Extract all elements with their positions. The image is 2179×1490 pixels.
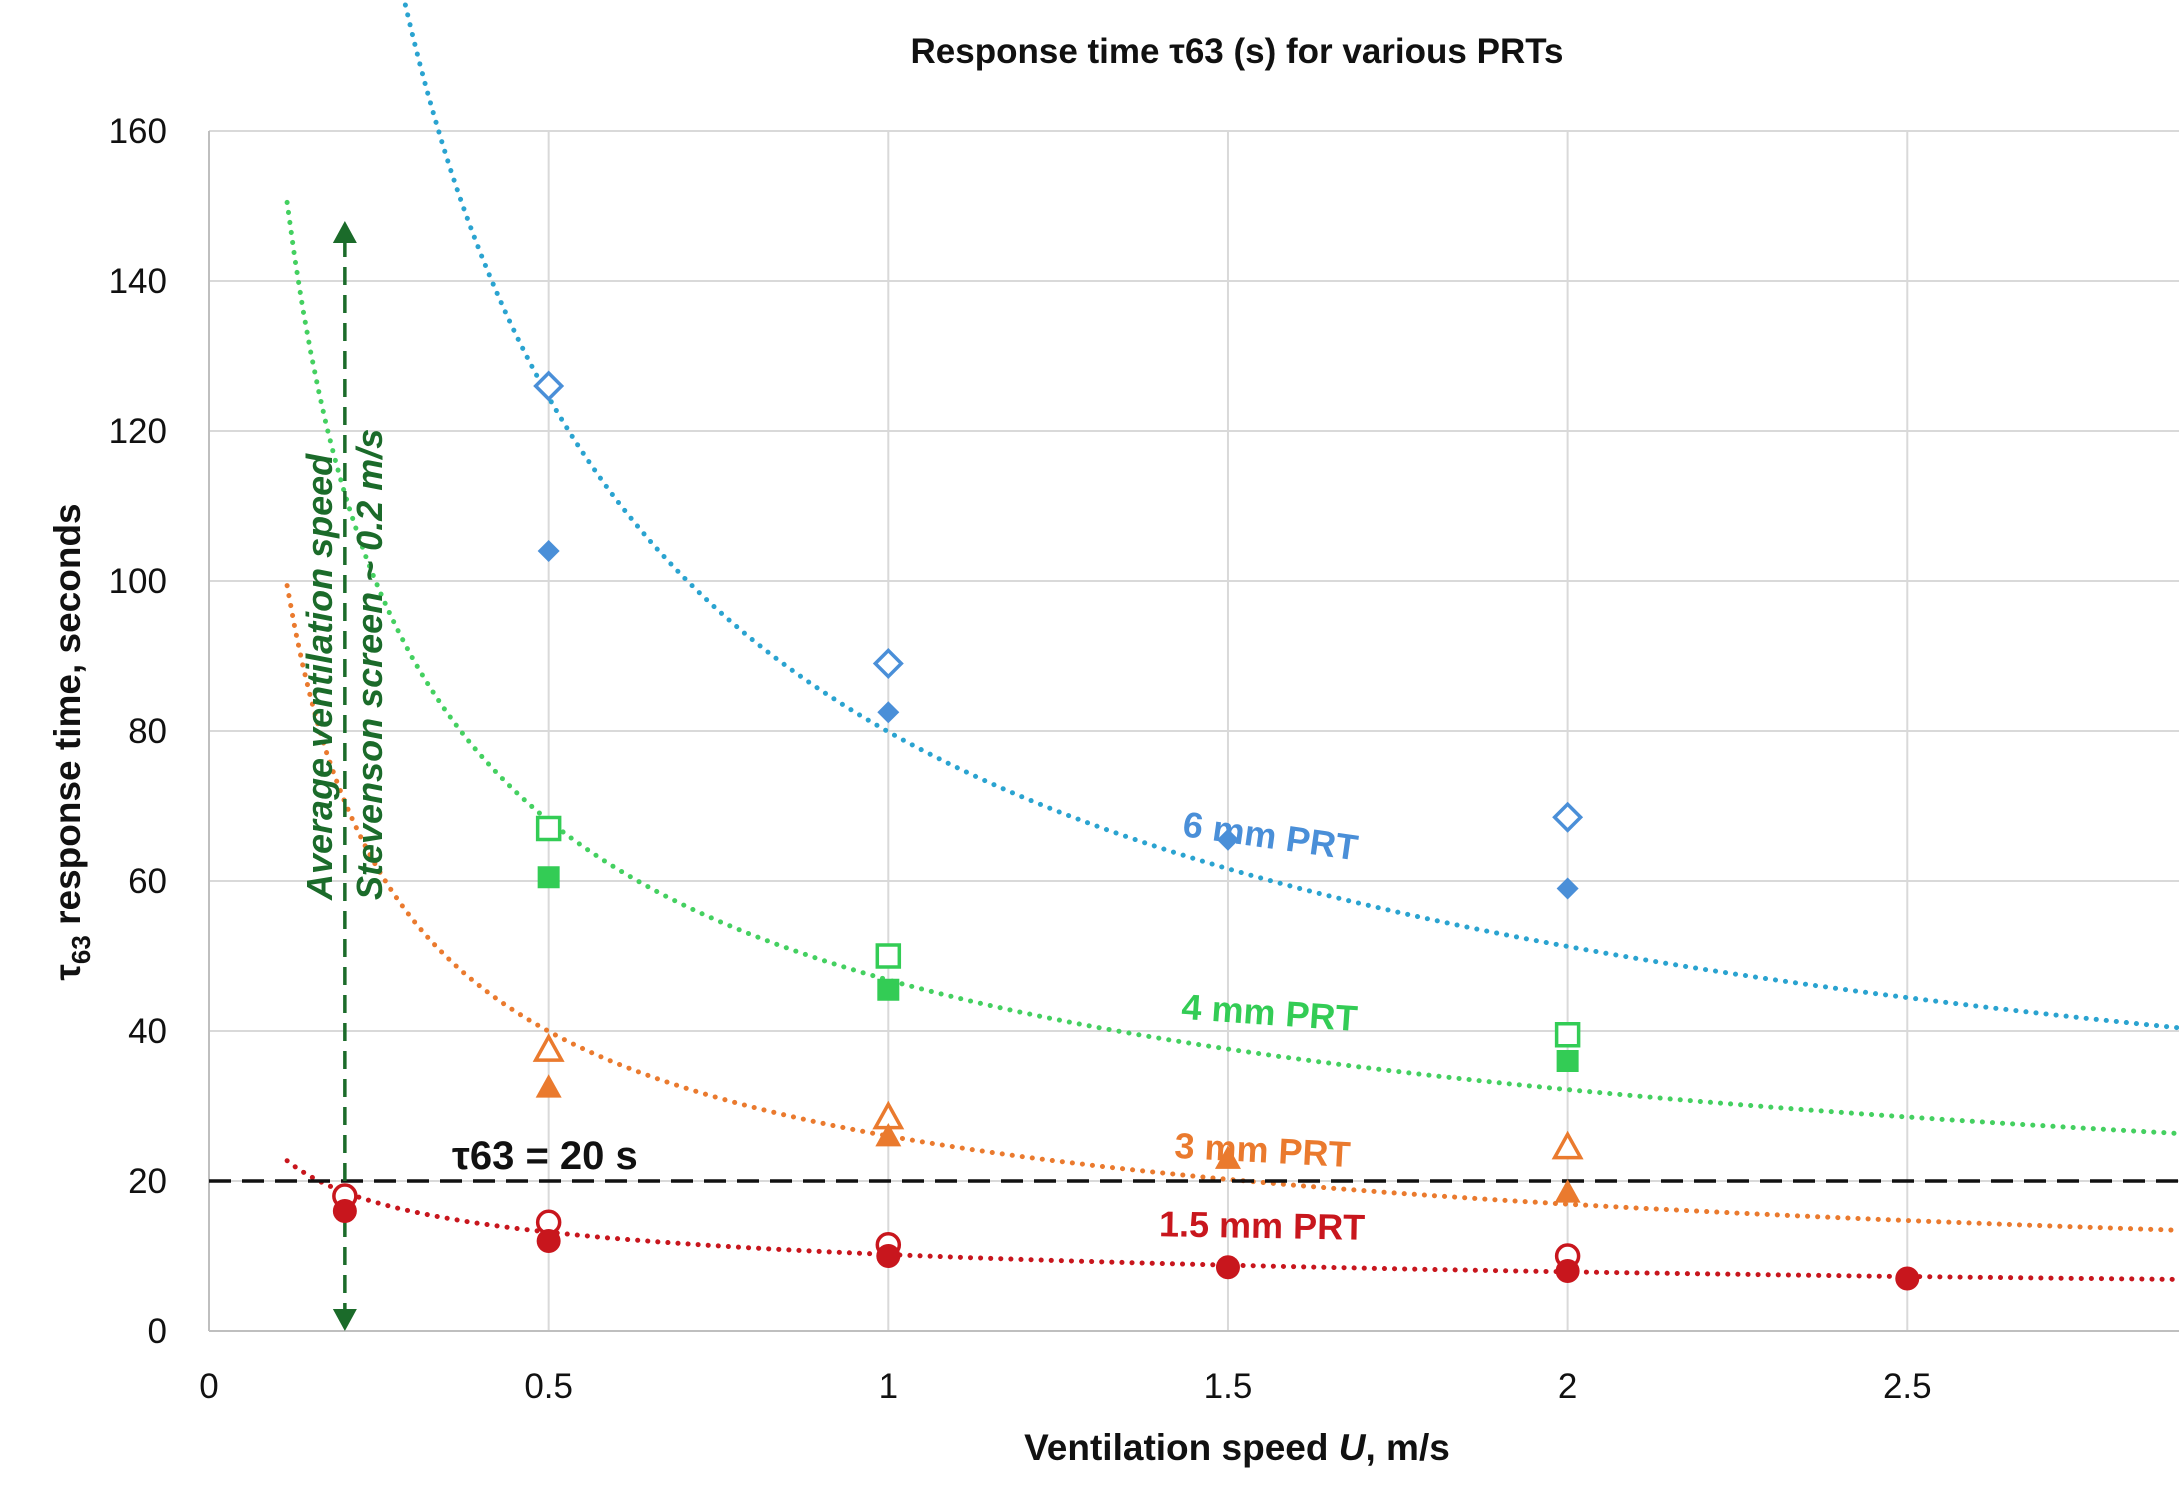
marker-layer (332, 370, 1920, 1291)
x-axis-label: Ventilation speed U, m/s (1024, 1427, 1450, 1468)
series-label: 3 mm PRT (1174, 1125, 1352, 1175)
data-point-filled (876, 1244, 901, 1268)
data-point-open (1554, 1022, 1581, 1048)
trend-layer (284, 0, 2179, 1282)
trend-line (284, 199, 2179, 1136)
data-point-open (1551, 1130, 1584, 1160)
reference-line-label: τ63 = 20 s (452, 1134, 638, 1178)
x-tick-label: 1 (879, 1367, 898, 1406)
y-tick-label: 20 (128, 1162, 167, 1201)
data-point-filled (536, 1229, 561, 1253)
series-label: 1.5 mm PRT (1159, 1203, 1366, 1248)
y-tick-label: 140 (109, 262, 167, 301)
series-label: 6 mm PRT (1180, 803, 1360, 868)
data-point-filled (1556, 1050, 1579, 1072)
y-tick-label: 40 (128, 1012, 167, 1051)
data-point-open (1552, 801, 1584, 833)
data-point-open (872, 648, 904, 679)
y-tick-label: 0 (148, 1312, 167, 1351)
data-point-filled (1554, 1179, 1581, 1203)
trend-line (401, 0, 2179, 1031)
y-tick-label: 80 (128, 712, 167, 751)
data-point-filled (1556, 877, 1579, 900)
x-tick-label: 1.5 (1204, 1367, 1253, 1406)
data-point-filled (537, 866, 560, 889)
data-point-open (875, 943, 902, 969)
data-point-filled (535, 1074, 562, 1098)
arrow-up-head (332, 221, 357, 243)
y-tick-label: 120 (109, 412, 167, 451)
x-tick-label: 2 (1558, 1367, 1577, 1406)
x-tick-label: 2.5 (1883, 1367, 1932, 1406)
reference-layer (209, 221, 2179, 1331)
data-point-filled (1216, 828, 1239, 851)
data-point-filled (1555, 1259, 1580, 1283)
data-point-open (535, 815, 562, 842)
y-tick-label: 100 (109, 562, 167, 601)
chart-title: Response time τ63 (s) for various PRTs (911, 32, 1564, 71)
arrow-down-head (332, 1309, 357, 1331)
data-point-filled (1895, 1266, 1920, 1291)
ventilation-label-line2: Stevenson screen ~ 0.2 m/s (349, 429, 390, 900)
ventilation-label-line1: Average ventilation speed (299, 453, 340, 901)
data-point-filled (332, 1199, 357, 1223)
y-tick-label: 160 (109, 112, 167, 151)
label-layer: Response time τ63 (s) for various PRTs V… (47, 32, 1563, 1468)
y-axis-label: τ63 response time, seconds (47, 503, 96, 980)
y-tick-label: 60 (128, 862, 167, 901)
x-tick-label: 0 (199, 1367, 218, 1406)
x-tick-label: 0.5 (524, 1367, 573, 1406)
data-point-filled (877, 701, 900, 724)
data-point-filled (537, 540, 560, 562)
data-point-filled (1215, 1255, 1240, 1280)
data-point-open (533, 370, 565, 402)
data-point-filled (875, 1123, 902, 1147)
grid-layer (209, 130, 2179, 1331)
data-point-open (532, 1033, 565, 1062)
data-point-filled (877, 978, 900, 1001)
data-point-filled (1214, 1145, 1241, 1169)
axes-layer: 0 20 40 60 80 100 120 140 160 0 0.5 1 1.5 2 2.5 (109, 112, 2179, 1406)
